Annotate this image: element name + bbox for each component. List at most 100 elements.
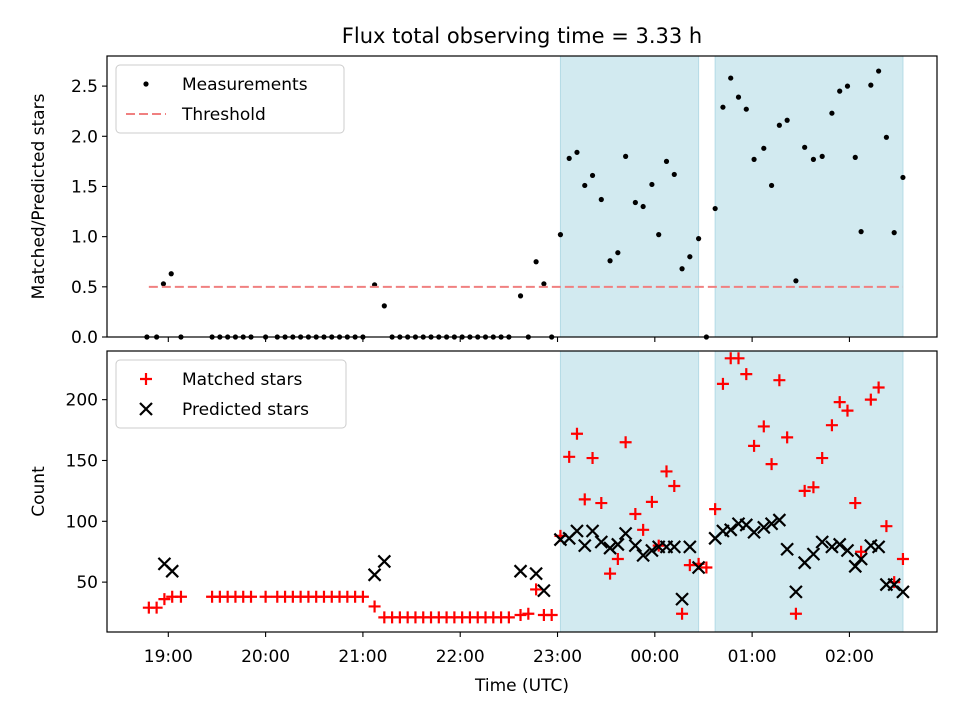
- measurement-point: [541, 281, 547, 287]
- matched-stars-point: [645, 495, 658, 508]
- matched-stars-point: [570, 427, 583, 440]
- matched-stars-point: [683, 559, 696, 572]
- matched-stars-point: [864, 393, 877, 406]
- legend-box: [115, 64, 345, 134]
- predicted-stars-point: [896, 585, 910, 599]
- y-tick-label: 100: [66, 512, 98, 532]
- matched-stars-point: [676, 607, 689, 620]
- plot-frame: [106, 55, 938, 338]
- matched-stars-point: [709, 503, 722, 516]
- matched-stars-point: [765, 458, 778, 471]
- predicted-stars-point: [757, 520, 771, 535]
- matched-stars-point: [150, 601, 163, 614]
- matched-stars-point: [807, 481, 820, 494]
- matched-stars-point: [789, 607, 802, 620]
- predicted-stars-point: [840, 543, 855, 558]
- measurement-point: [852, 154, 858, 160]
- matched-stars-point: [586, 452, 599, 465]
- ratio-panel: 0.0 0.5 1.0 1.5 2.0 2.5 Matched/Predicted star…: [29, 55, 938, 348]
- predicted-stars-point: [772, 513, 787, 527]
- legend-label: Predicted stars: [182, 400, 309, 420]
- predicted-stars-point: [675, 592, 689, 606]
- matched-stars-point: [368, 600, 381, 613]
- y-tick-label: 150: [66, 451, 98, 471]
- measurement-point: [607, 258, 613, 264]
- predicted-stars-point: [529, 566, 543, 581]
- measurement-point: [768, 182, 775, 189]
- measurement-point: [589, 172, 596, 179]
- legend-label: Matched stars: [182, 370, 302, 390]
- predicted-stars-point: [691, 560, 706, 575]
- measurement-point: [829, 110, 835, 116]
- measurement-point: [858, 229, 864, 235]
- matched-stars-point: [604, 567, 617, 580]
- predicted-stars-point: [570, 524, 584, 538]
- matched-stars-point: [880, 520, 893, 533]
- measurement-point: [837, 88, 843, 94]
- x-tick-label: 02:00: [825, 647, 874, 667]
- legend-label: Threshold: [181, 105, 266, 125]
- matched-stars-point: [757, 420, 770, 433]
- predicted-stars-point: [789, 585, 803, 599]
- predicted-stars-point: [377, 554, 392, 569]
- predicted-stars-point: [139, 402, 153, 416]
- predicted-stars-point: [825, 540, 839, 554]
- plot-frame: [106, 350, 938, 633]
- measurement-point: [533, 259, 539, 265]
- measurement-point: [743, 106, 749, 112]
- x-tick-label: 22:00: [436, 647, 485, 667]
- x-tick-label: 20:00: [241, 647, 290, 667]
- matched-stars-point: [748, 439, 761, 452]
- legend-label: Measurements: [182, 75, 308, 95]
- observing-window: [559, 55, 700, 338]
- matched-stars-point: [259, 590, 272, 603]
- matched-stars-point: [563, 450, 576, 463]
- matched-stars-point: [514, 608, 527, 621]
- measurement-point: [900, 174, 906, 181]
- measurement-point: [381, 303, 387, 309]
- matched-stars-point: [841, 404, 854, 417]
- measurement-point: [761, 145, 767, 151]
- measurement-point: [751, 156, 757, 162]
- matched-stars-point: [781, 431, 794, 444]
- x-axis-label: Time (UTC): [474, 676, 569, 696]
- measurement-point: [656, 232, 662, 238]
- matched-stars-point: [356, 590, 369, 603]
- measurement-point: [574, 149, 580, 155]
- y-tick-label: 0.0: [71, 328, 98, 348]
- x-tick-label: 19:00: [144, 647, 193, 667]
- y-tick-label: 2.5: [71, 77, 98, 97]
- y-axis-label: Matched/Predicted stars: [29, 93, 49, 299]
- measurement-point: [615, 250, 621, 256]
- measurement-point: [557, 232, 564, 238]
- matched-stars-point: [578, 493, 591, 506]
- y-tick-label: 1.5: [71, 177, 98, 197]
- matched-stars-point: [732, 352, 745, 365]
- predicted-stars-point: [603, 541, 617, 555]
- measurement-point: [793, 278, 799, 284]
- matched-stars-point: [158, 593, 171, 606]
- matched-stars-point: [595, 497, 608, 510]
- matched-stars-point: [825, 419, 838, 432]
- predicted-stars-point: [611, 537, 625, 552]
- y-tick-label: 1.0: [71, 228, 98, 248]
- measurement-point: [582, 182, 588, 189]
- measurement-point: [712, 205, 718, 212]
- matched-stars-point: [896, 553, 909, 566]
- matched-stars-point: [798, 484, 811, 497]
- measurement-point: [640, 203, 646, 210]
- measurement-point: [143, 81, 149, 87]
- measurement-point: [819, 153, 825, 159]
- predicted-stars-point: [832, 537, 847, 552]
- matched-stars-point: [833, 396, 846, 409]
- predicted-stars-point: [683, 540, 697, 554]
- predicted-stars-point: [764, 516, 779, 531]
- predicted-stars-point: [747, 525, 761, 540]
- predicted-stars-point: [871, 540, 886, 554]
- measurement-point: [776, 122, 782, 128]
- predicted-stars-point: [636, 548, 650, 563]
- predicted-stars-point: [165, 564, 179, 578]
- x-tick-label: 00:00: [630, 647, 679, 667]
